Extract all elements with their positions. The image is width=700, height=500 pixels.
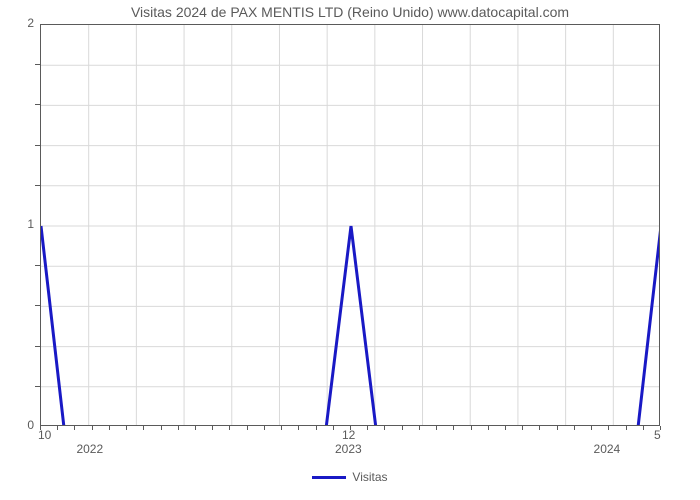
x-minor-tick [333,426,334,430]
x-minor-tick [298,426,299,430]
y-tick-label: 1 [27,217,34,231]
x-minor-tick [384,426,385,430]
y-tick-label: 0 [27,418,34,432]
x-minor-tick [591,426,592,430]
y-minor-tick [35,346,40,347]
x-minor-tick [557,426,558,430]
x-minor-tick [57,426,58,430]
x-minor-tick [109,426,110,430]
chart-title: Visitas 2024 de PAX MENTIS LTD (Reino Un… [0,4,700,20]
x-minor-tick [522,426,523,430]
x-minor-tick [626,426,627,430]
y-minor-tick [35,104,40,105]
y-tick-label: 2 [27,16,34,30]
legend-label: Visitas [352,470,387,484]
x-major-label: 2023 [335,442,362,456]
x-left-corner-label: 10 [38,428,51,442]
x-minor-tick [281,426,282,430]
x-minor-tick [505,426,506,430]
legend-swatch [312,476,346,479]
y-minor-tick [35,64,40,65]
x-center-upper-label: 12 [342,428,355,442]
x-minor-tick [402,426,403,430]
x-minor-tick [264,426,265,430]
x-minor-tick [539,426,540,430]
x-minor-tick [178,426,179,430]
x-minor-tick [195,426,196,430]
x-minor-tick [161,426,162,430]
y-minor-tick [35,185,40,186]
x-minor-tick [350,426,351,430]
x-minor-tick [608,426,609,430]
x-minor-tick [471,426,472,430]
x-minor-tick [574,426,575,430]
x-right-corner-label: 5 [654,428,661,442]
x-major-label: 2022 [76,442,103,456]
x-minor-tick [488,426,489,430]
x-minor-tick [453,426,454,430]
x-minor-tick [316,426,317,430]
x-minor-tick [212,426,213,430]
x-minor-tick [143,426,144,430]
chart-container: Visitas 2024 de PAX MENTIS LTD (Reino Un… [0,0,700,500]
y-minor-tick [35,305,40,306]
x-minor-tick [92,426,93,430]
x-minor-tick [367,426,368,430]
chart-legend: Visitas [0,470,700,484]
x-minor-tick [247,426,248,430]
x-minor-tick [229,426,230,430]
x-minor-tick [660,426,661,430]
x-major-label: 2024 [594,442,621,456]
y-minor-tick [35,265,40,266]
y-minor-tick [35,145,40,146]
y-minor-tick [35,386,40,387]
x-minor-tick [419,426,420,430]
x-minor-tick [74,426,75,430]
x-minor-tick [436,426,437,430]
x-minor-tick [126,426,127,430]
x-minor-tick [40,426,41,430]
x-minor-tick [643,426,644,430]
chart-plot [40,24,660,426]
